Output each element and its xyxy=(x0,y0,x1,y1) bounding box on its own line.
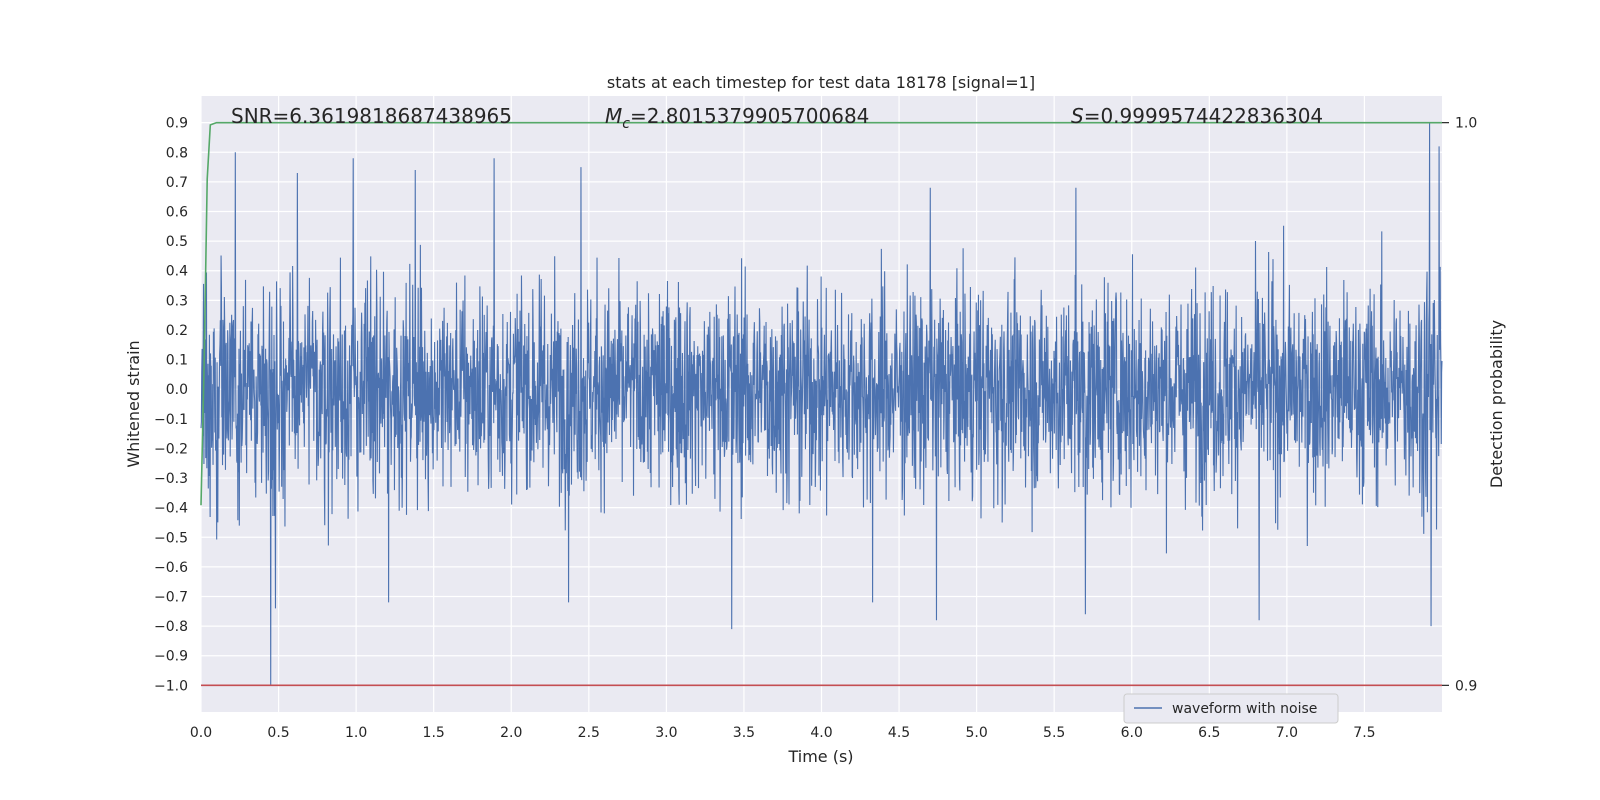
x-tick-label: 4.0 xyxy=(810,725,832,741)
y-tick-label: −0.8 xyxy=(154,619,188,635)
y-tick-label: −0.1 xyxy=(154,412,188,428)
y-tick-label: −0.2 xyxy=(154,441,188,457)
y-axis-ticks: 0.9 0.8 0.7 0.6 0.5 0.4 0.3 0.2 0.1 0.0 −0.1 −0.2 −0… xyxy=(154,116,188,695)
legend: waveform with noise xyxy=(1123,693,1339,724)
y-tick-label: 0.0 xyxy=(166,382,188,398)
x-tick-label: 0.0 xyxy=(190,725,212,741)
chart-title: stats at each timestep for test data 181… xyxy=(607,73,1035,92)
chirp-mass-annotation: Mc=2.8015379905700684 xyxy=(605,104,869,132)
x-tick-label: 7.0 xyxy=(1276,725,1298,741)
x-axis-ticks: 0.0 0.5 1.0 1.5 2.0 2.5 3.0 3.5 4.0 4.5 5.0 5.5 6.0 6… xyxy=(190,725,1376,741)
series-detection-probability xyxy=(200,121,1442,506)
legend-label-waveform: waveform with noise xyxy=(1172,701,1317,717)
x-tick-label: 0.5 xyxy=(267,725,289,741)
y-tick-label: 0.5 xyxy=(166,234,188,250)
y-tick-label: −0.5 xyxy=(154,530,188,546)
y-tick-label: 0.4 xyxy=(166,264,188,280)
y-tick-label: 0.6 xyxy=(166,205,188,221)
y-tick-label: 0.1 xyxy=(166,353,188,369)
y-tick-label: −0.3 xyxy=(154,471,188,487)
y-axis-label: Whitened strain xyxy=(124,340,143,467)
y-tick-label: 0.9 xyxy=(166,116,188,132)
s-value: =0.9999574422836304 xyxy=(1084,104,1323,128)
y-tick-label: 0.2 xyxy=(166,323,188,339)
s-symbol: S xyxy=(1071,104,1084,128)
x-tick-label: 3.0 xyxy=(655,725,677,741)
y-tick-label: 0.3 xyxy=(166,293,188,309)
x-tick-label: 5.0 xyxy=(965,725,987,741)
chirp-mass-subscript: c xyxy=(622,116,630,132)
x-tick-label: 3.5 xyxy=(733,725,755,741)
y-tick-label: −0.6 xyxy=(154,560,188,576)
y2-axis-label: Detection probability xyxy=(1487,320,1506,488)
y-tick-label: −0.7 xyxy=(154,590,188,606)
chirp-mass-symbol: M xyxy=(605,104,622,128)
s-annotation: S=0.9999574422836304 xyxy=(1071,104,1323,128)
y2-tick-label: 0.9 xyxy=(1455,678,1477,694)
x-tick-label: 2.0 xyxy=(500,725,522,741)
y-tick-label: −0.4 xyxy=(154,501,188,517)
y-tick-label: 0.8 xyxy=(166,145,188,161)
y-tick-label: 0.7 xyxy=(166,175,188,191)
x-tick-label: 7.5 xyxy=(1353,725,1375,741)
x-tick-label: 5.5 xyxy=(1043,725,1065,741)
waveform-line xyxy=(200,122,1443,686)
x-tick-label: 2.5 xyxy=(578,725,600,741)
detection-probability-line xyxy=(200,121,1442,506)
x-tick-label: 6.0 xyxy=(1121,725,1143,741)
y-tick-label: −0.9 xyxy=(154,649,188,665)
x-tick-label: 4.5 xyxy=(888,725,910,741)
snr-annotation: SNR=6.3619818687438965 xyxy=(231,104,512,128)
x-tick-label: 1.5 xyxy=(423,725,445,741)
x-axis-label: Time (s) xyxy=(787,747,853,766)
x-tick-label: 1.0 xyxy=(345,725,367,741)
y2-tick-label: 1.0 xyxy=(1455,116,1477,132)
legend-box xyxy=(1123,693,1339,724)
series-waveform xyxy=(200,122,1443,686)
y2-axis-ticks: 1.0 0.9 xyxy=(1442,116,1477,694)
y-tick-label: −1.0 xyxy=(154,678,188,694)
x-tick-label: 6.5 xyxy=(1198,725,1220,741)
chirp-mass-value: =2.8015379905700684 xyxy=(630,104,869,128)
